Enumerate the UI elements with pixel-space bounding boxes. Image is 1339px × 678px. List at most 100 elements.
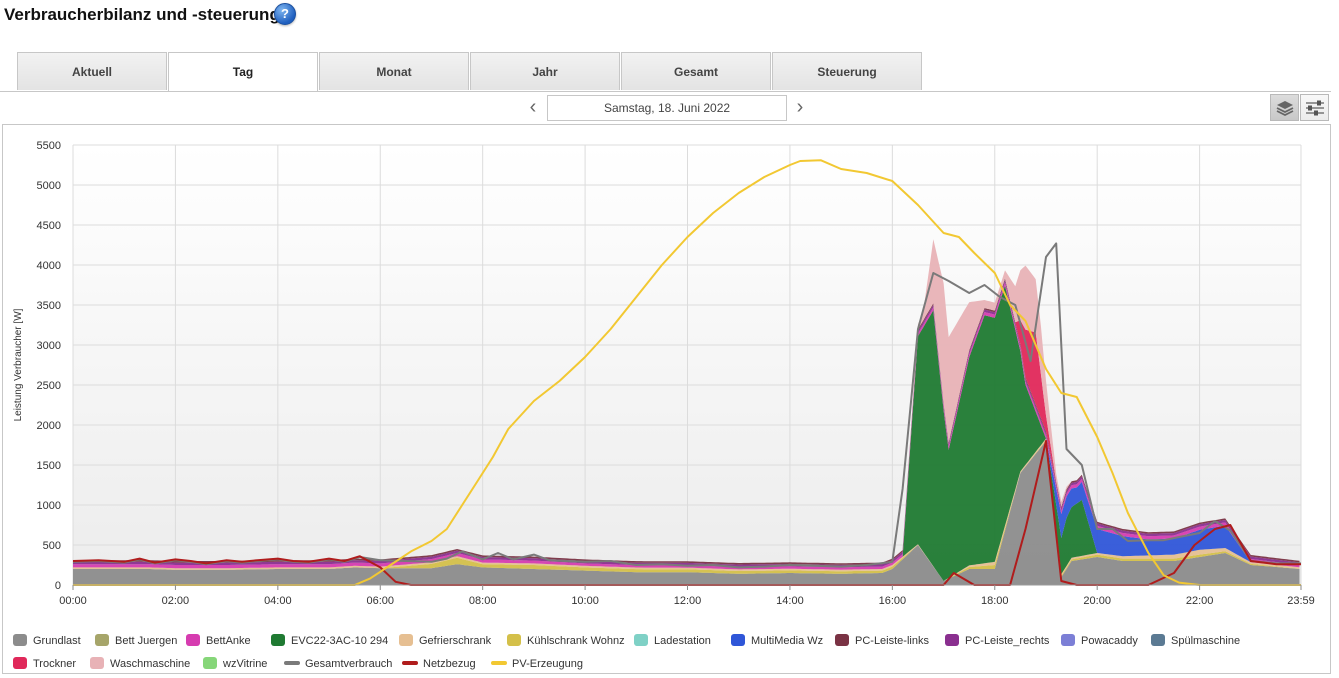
tab-tag[interactable]: Tag <box>168 52 318 92</box>
chart-panel: 0 500 1000 1500 2000 2500 3000 3500 4000 4500 5000… <box>2 124 1331 674</box>
chevron-left-icon[interactable]: ‹ <box>529 96 537 118</box>
legend-label: Ladestation <box>654 635 711 647</box>
legend-label: BettAnke <box>206 635 251 647</box>
legend-item[interactable]: MultiMedia Wz <box>731 634 823 647</box>
x-tick-label: 23:59 <box>1287 595 1315 607</box>
legend-label: EVC22-3AC-10 294 <box>291 635 388 647</box>
question-icon[interactable]: ? <box>274 3 296 25</box>
legend-label: PV-Erzeugung <box>512 658 583 670</box>
legend-item[interactable]: wzVitrine <box>203 657 267 670</box>
legend-label: Kühlschrank Wohnz <box>527 635 625 647</box>
legend-label: Trockner <box>33 658 76 670</box>
legend-item[interactable]: BettAnke <box>186 634 251 647</box>
legend-swatch <box>507 634 521 646</box>
legend-swatch <box>271 634 285 646</box>
legend-label: Gefrierschrank <box>419 635 492 647</box>
legend-label: PC-Leiste_rechts <box>965 635 1050 647</box>
legend-item[interactable]: Powacaddy <box>1061 634 1138 647</box>
x-tick-label: 14:00 <box>776 595 804 607</box>
area-evc22-3ac-10-294 <box>73 285 1300 581</box>
legend-label: wzVitrine <box>222 658 267 670</box>
legend-label: Waschmaschine <box>110 658 190 670</box>
y-tick-label: 500 <box>43 540 61 552</box>
legend-label: Grundlast <box>33 635 81 647</box>
area-multimedia-wz <box>73 285 1300 570</box>
plot-area <box>73 145 1301 585</box>
legend-swatch <box>634 634 648 646</box>
tab-monat[interactable]: Monat <box>319 52 469 90</box>
sliders-icon <box>1305 100 1324 115</box>
tab-aktuell[interactable]: Aktuell <box>17 52 167 90</box>
x-tick-label: 12:00 <box>674 595 702 607</box>
line-netzbezug <box>72 440 1301 586</box>
line-pv-erzeugung <box>73 159 1301 586</box>
y-tick-label: 1500 <box>37 460 61 472</box>
page-title: Verbraucherbilanz und -steuerung <box>4 5 280 24</box>
legend-swatch <box>13 657 27 669</box>
legend-item[interactable]: Grundlast <box>13 634 81 647</box>
x-tick-label: 10:00 <box>571 595 599 607</box>
y-tick-label: 1000 <box>37 500 61 512</box>
legend-label: Spülmaschine <box>1171 635 1240 647</box>
legend-line-marker <box>284 661 300 665</box>
tab-divider <box>0 91 1331 92</box>
legend-item[interactable]: Bett Juergen <box>95 634 177 647</box>
legend-label: PC-Leiste-links <box>855 635 929 647</box>
x-tick-label: 06:00 <box>366 595 394 607</box>
sliders-view-button[interactable] <box>1300 94 1329 121</box>
tab-gesamt[interactable]: Gesamt <box>621 52 771 90</box>
legend-swatch <box>399 634 413 646</box>
legend-item[interactable]: Netzbezug <box>402 658 476 670</box>
x-tick-label: 08:00 <box>469 595 497 607</box>
date-field[interactable]: Samstag, 18. Juni 2022 <box>547 95 787 121</box>
legend-item[interactable]: EVC22-3AC-10 294 <box>271 634 388 647</box>
consumption-chart: 0 500 1000 1500 2000 2500 3000 3500 4000 4500 5000… <box>13 140 1315 670</box>
x-tick-label: 20:00 <box>1083 595 1111 607</box>
x-tick-label: 04:00 <box>264 595 292 607</box>
legend-swatch <box>1061 634 1075 646</box>
y-tick-label: 5000 <box>37 180 61 192</box>
x-tick-label: 22:00 <box>1186 595 1214 607</box>
legend-swatch <box>1151 634 1165 646</box>
legend-item[interactable]: PC-Leiste-links <box>835 634 929 647</box>
legend-item[interactable]: Trockner <box>13 657 76 670</box>
x-tick-label: 18:00 <box>981 595 1009 607</box>
legend-swatch <box>731 634 745 646</box>
y-tick-label: 2000 <box>37 420 61 432</box>
legend-item[interactable]: PV-Erzeugung <box>491 658 583 670</box>
legend-label: Netzbezug <box>423 658 476 670</box>
y-tick-label: 2500 <box>37 380 61 392</box>
y-tick-label: 5500 <box>37 140 61 152</box>
legend-item[interactable]: Gesamtverbrauch <box>284 658 392 670</box>
x-tick-label: 16:00 <box>879 595 907 607</box>
legend-item[interactable]: Gefrierschrank <box>399 634 492 647</box>
layers-icon <box>1276 100 1293 116</box>
legend-swatch <box>945 634 959 646</box>
legend-label: Powacaddy <box>1081 635 1138 647</box>
legend-swatch <box>835 634 849 646</box>
x-tick-label: 00:00 <box>59 595 87 607</box>
legend-swatch <box>186 634 200 646</box>
legend-swatch <box>95 634 109 646</box>
legend-swatch <box>203 657 217 669</box>
legend-swatch <box>90 657 104 669</box>
legend-label: Bett Juergen <box>115 635 177 647</box>
y-tick-label: 3000 <box>37 340 61 352</box>
legend-item[interactable]: PC-Leiste_rechts <box>945 634 1050 647</box>
legend-item[interactable]: Spülmaschine <box>1151 634 1240 647</box>
layers-view-button[interactable] <box>1270 94 1299 121</box>
legend-item[interactable]: Waschmaschine <box>90 657 190 670</box>
legend-label: MultiMedia Wz <box>751 635 823 647</box>
date-navigation: ‹ Samstag, 18. Juni 2022 › <box>0 95 1339 121</box>
legend-item[interactable]: Kühlschrank Wohnz <box>507 634 625 647</box>
chevron-right-icon[interactable]: › <box>796 96 804 118</box>
y-tick-label: 0 <box>55 580 61 592</box>
tab-steuerung[interactable]: Steuerung <box>772 52 922 90</box>
legend-swatch <box>13 634 27 646</box>
tab-jahr[interactable]: Jahr <box>470 52 620 90</box>
legend-label: Gesamtverbrauch <box>305 658 392 670</box>
legend-line-marker <box>491 661 507 665</box>
tab-bar: Aktuell Tag Monat Jahr Gesamt Steuerung <box>17 52 923 92</box>
x-tick-label: 02:00 <box>162 595 190 607</box>
legend-item[interactable]: Ladestation <box>634 634 711 647</box>
